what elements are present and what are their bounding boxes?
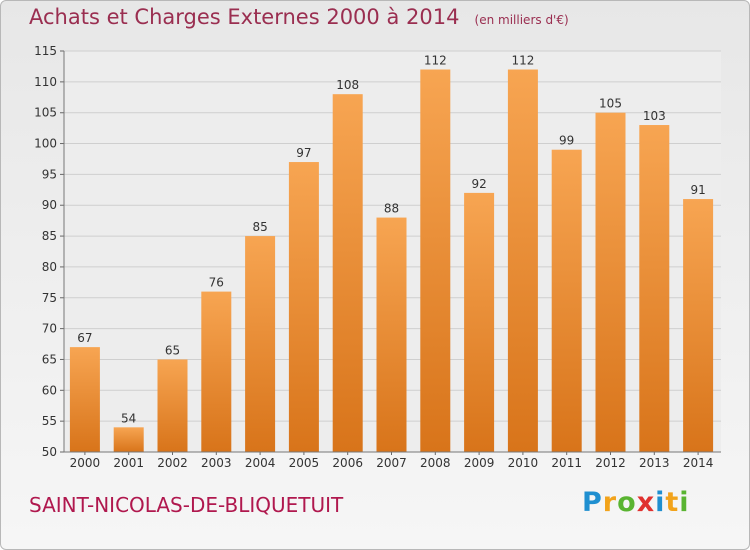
y-tick-label: 85 [42,229,57,243]
x-tick-label: 2005 [289,456,320,470]
bar [332,94,363,452]
bar [376,217,407,452]
y-tick-label: 105 [34,106,57,120]
bar [113,427,144,452]
bar [245,236,276,452]
x-tick-label: 2010 [508,456,539,470]
bar [420,69,451,452]
data-label: 99 [559,134,574,148]
y-tick-label: 100 [34,137,57,151]
chart-title: Achats et Charges Externes 2000 à 2014 [29,5,460,29]
data-label: 67 [77,331,92,345]
chart-header: Achats et Charges Externes 2000 à 2014 (… [29,5,569,29]
y-tick-label: 60 [42,383,57,397]
x-tick-label: 2014 [683,456,714,470]
bar [464,192,495,452]
axes: 50 55 60 65 70 75 80 85 90 95 100 105 110 115 2000 2001… [34,44,721,470]
data-label: 92 [471,177,486,191]
data-label: 112 [511,54,534,68]
bar [639,125,670,453]
x-tick-label: 2006 [332,456,363,470]
data-label: 91 [690,183,705,197]
x-tick-label: 2000 [70,456,101,470]
proxiti-logo[interactable]: Proxiti [582,487,690,518]
logo-letter: t [665,487,680,518]
bars: 67 54 65 76 85 97 108 88 112 92 112 99 105 103 91 [69,54,714,453]
y-tick-label: 110 [34,75,57,89]
y-tick-label: 65 [42,352,57,366]
bar [683,199,714,452]
y-tick-label: 95 [42,167,57,181]
data-label: 88 [384,202,399,216]
data-label: 105 [599,97,622,111]
y-tick-label: 55 [42,414,57,428]
data-label: 108 [336,78,359,92]
x-tick-label: 2012 [595,456,626,470]
y-tick-label: 90 [42,198,57,212]
y-tick-label: 80 [42,260,57,274]
chart-unit: (en milliers d'€) [474,13,569,27]
bar [69,347,100,452]
data-label: 85 [252,220,267,234]
data-label: 54 [121,411,136,425]
bar [157,359,188,452]
y-tick-label: 75 [42,291,57,305]
logo-letter: r [602,487,618,518]
logo-letter: P [582,487,603,518]
bar [288,162,319,453]
logo-letter: x [636,487,656,518]
data-label: 112 [424,54,447,68]
x-tick-label: 2009 [464,456,495,470]
data-label: 103 [643,109,666,123]
y-tick-label: 115 [34,44,57,58]
x-tick-label: 2008 [420,456,451,470]
bar [201,291,232,452]
bar [595,112,626,452]
logo-letter: o [617,487,637,518]
x-tick-label: 2001 [113,456,144,470]
x-tick-label: 2013 [639,456,670,470]
x-tick-label: 2007 [376,456,407,470]
x-tick-label: 2003 [201,456,232,470]
y-tick-label: 50 [42,445,57,459]
x-tick-label: 2002 [157,456,188,470]
bar [507,69,538,452]
x-tick-label: 2004 [245,456,276,470]
data-label: 97 [296,146,311,160]
logo-letter: i [679,487,690,518]
data-label: 76 [209,276,224,290]
commune-name: SAINT-NICOLAS-DE-BLIQUETUIT [29,493,344,517]
y-tick-label: 70 [42,322,57,336]
x-tick-label: 2011 [551,456,582,470]
bar [551,149,582,452]
data-label: 65 [165,343,180,357]
logo-letter: i [655,487,666,518]
